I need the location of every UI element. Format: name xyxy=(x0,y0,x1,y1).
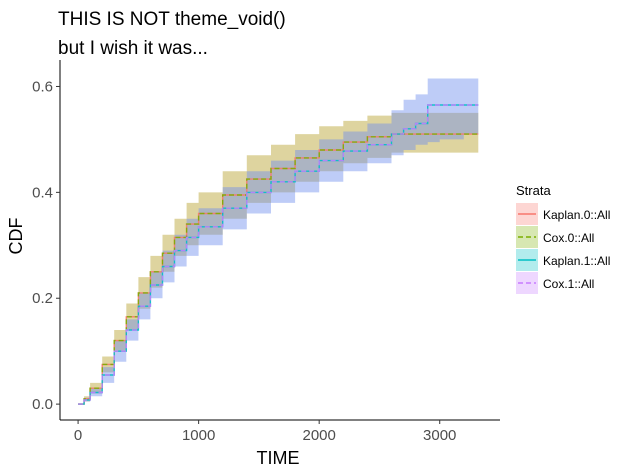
chart-subtitle: but I wish it was... xyxy=(58,38,208,59)
y-tick-label: 0.4 xyxy=(32,184,53,201)
x-tick-label: 3000 xyxy=(423,427,456,444)
x-tick-label: 2000 xyxy=(302,427,335,444)
legend: Strata Kaplan.0::AllCox.0::AllKaplan.1::… xyxy=(516,183,610,294)
x-tick-label: 1000 xyxy=(182,427,215,444)
cdf-series-lines xyxy=(78,104,479,405)
legend-label: Cox.1::All xyxy=(543,277,594,291)
legend-label: Kaplan.0::All xyxy=(543,208,610,222)
y-axis-title: CDF xyxy=(6,218,26,255)
x-axis-title: TIME xyxy=(257,448,300,468)
confidence-band-0 xyxy=(78,112,479,405)
y-tick-label: 0.0 xyxy=(32,396,53,413)
series-line-cox-1-all xyxy=(78,104,479,405)
legend-label: Kaplan.1::All xyxy=(543,254,610,268)
confidence-band-1 xyxy=(78,78,479,405)
x-axis-ticks: 0 1000 2000 3000 xyxy=(74,420,456,444)
x-tick-label: 0 xyxy=(74,427,82,444)
confidence-bands xyxy=(78,78,479,405)
legend-title: Strata xyxy=(516,183,551,198)
y-axis-ticks: 0.0 0.2 0.4 0.6 xyxy=(32,78,60,413)
chart-title: THIS IS NOT theme_void() xyxy=(58,9,286,30)
y-tick-label: 0.6 xyxy=(32,78,53,95)
legend-label: Cox.0::All xyxy=(543,231,594,245)
series-line-cox-0-all xyxy=(78,133,479,405)
y-tick-label: 0.2 xyxy=(32,290,53,307)
